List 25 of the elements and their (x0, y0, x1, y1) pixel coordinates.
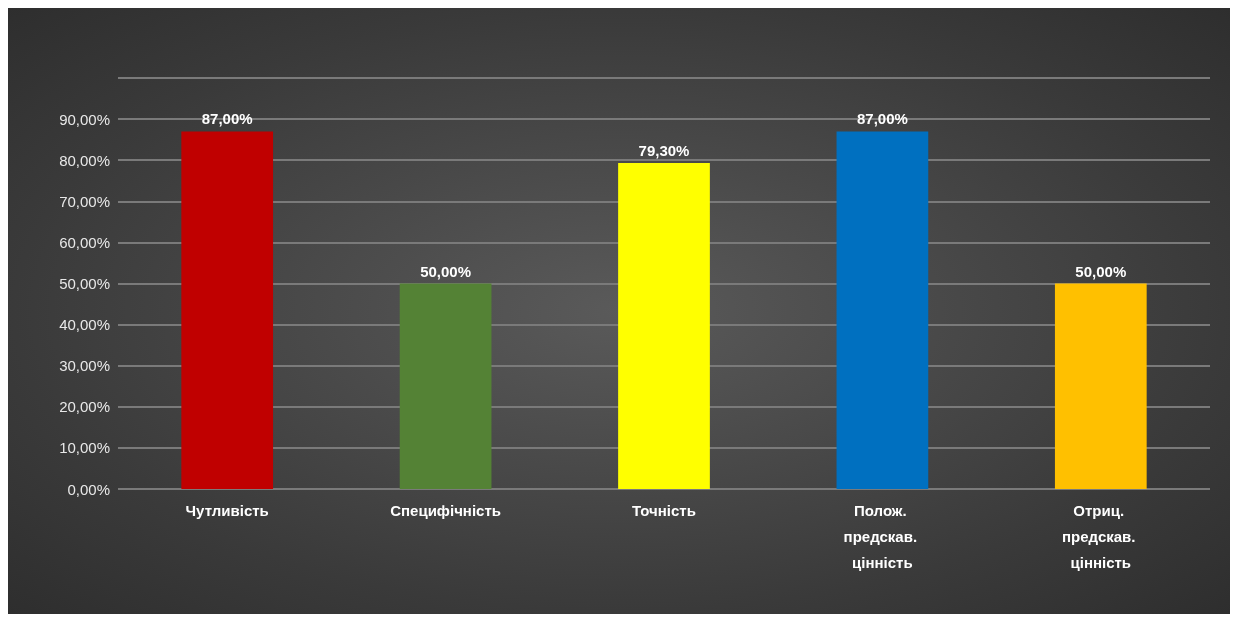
y-tick-label: 10,00% (59, 439, 110, 457)
y-tick-label: 90,00% (59, 110, 110, 128)
bar (618, 163, 710, 489)
y-tick-label: 60,00% (59, 233, 110, 251)
y-tick-label: 30,00% (59, 357, 110, 375)
x-tick-label: Отриц. предскав. цінність (1061, 501, 1140, 571)
y-tick-label: 80,00% (59, 151, 110, 169)
x-tick-label: Специфічність (390, 501, 502, 519)
y-tick-label: 70,00% (59, 192, 110, 210)
data-label: 50,00% (420, 262, 472, 280)
y-tick-label: 0,00% (67, 480, 110, 498)
y-tick-label: 40,00% (59, 316, 110, 334)
y-tick-label: 50,00% (59, 275, 110, 292)
data-label: 87,00% (201, 110, 253, 128)
data-label: 87,00% (856, 110, 908, 128)
x-tick-label: Точність (632, 501, 696, 519)
y-tick-label: 20,00% (59, 398, 110, 416)
data-label: 79,30% (638, 142, 690, 160)
bar (181, 131, 274, 489)
x-tick-label: Чутливість (185, 501, 269, 519)
data-label: 50,00% (1075, 262, 1127, 280)
bar (836, 131, 929, 489)
x-tick-label: Полож. предскав. цінність (843, 501, 922, 571)
bar (1054, 283, 1147, 489)
bar (399, 283, 492, 489)
